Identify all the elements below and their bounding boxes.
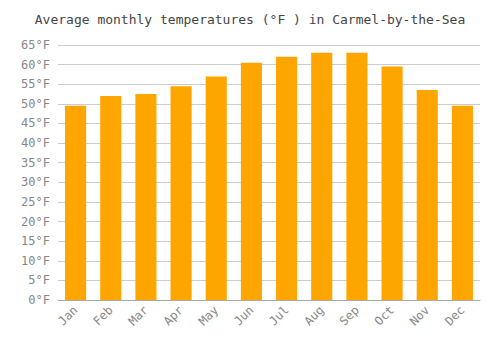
svg-text:60°F: 60°F (21, 58, 50, 72)
svg-text:55°F: 55°F (21, 77, 50, 91)
svg-text:50°F: 50°F (21, 97, 50, 111)
svg-text:40°F: 40°F (21, 136, 50, 150)
svg-text:Average monthly temperatures (: Average monthly temperatures (°F ) in Ca… (35, 12, 465, 27)
svg-text:Jun: Jun (231, 303, 256, 328)
svg-text:5°F: 5°F (28, 273, 50, 287)
svg-text:35°F: 35°F (21, 156, 50, 170)
svg-text:30°F: 30°F (21, 175, 50, 189)
svg-text:10°F: 10°F (21, 254, 50, 268)
svg-text:20°F: 20°F (21, 215, 50, 229)
svg-text:Feb: Feb (90, 303, 115, 328)
svg-text:Jul: Jul (266, 303, 291, 328)
svg-text:Oct: Oct (372, 303, 397, 328)
svg-text:Dec: Dec (442, 303, 467, 328)
svg-text:May: May (196, 303, 221, 328)
svg-text:65°F: 65°F (21, 38, 50, 52)
svg-text:Jan: Jan (55, 303, 80, 328)
svg-text:Aug: Aug (301, 303, 326, 328)
svg-text:0°F: 0°F (28, 293, 50, 307)
svg-text:45°F: 45°F (21, 116, 50, 130)
svg-text:Mar: Mar (126, 303, 151, 328)
svg-text:Apr: Apr (161, 303, 186, 328)
svg-text:15°F: 15°F (21, 234, 50, 248)
svg-text:Sep: Sep (337, 303, 362, 328)
svg-text:25°F: 25°F (21, 195, 50, 209)
svg-text:Nov: Nov (407, 303, 432, 328)
